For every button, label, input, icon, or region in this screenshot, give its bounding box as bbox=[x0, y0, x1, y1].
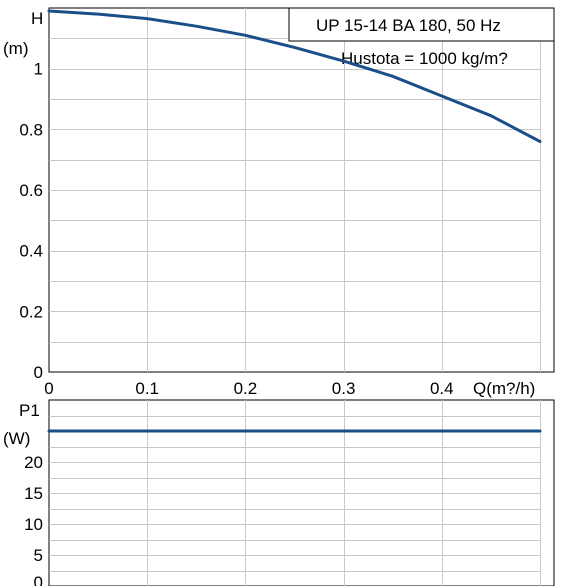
head-x-tick-label: 0.4 bbox=[430, 379, 454, 398]
head-axis-unit: (m) bbox=[3, 39, 28, 58]
power-y-tick-label: 20 bbox=[24, 453, 43, 472]
head-series bbox=[47, 9, 542, 143]
head-axis-name: H bbox=[31, 9, 43, 28]
power-y-tick-label: 10 bbox=[24, 515, 43, 534]
head-legend-frame bbox=[288, 7, 555, 42]
power-y-tick-label: 0 bbox=[34, 573, 43, 586]
power-y-tick-label: 15 bbox=[24, 484, 43, 503]
power-axis-name: P1 bbox=[19, 401, 40, 420]
head-y-tick-label: 0.6 bbox=[19, 181, 43, 200]
head-y-tick-label: 0.2 bbox=[19, 302, 43, 321]
head-x-tick-label: 0.1 bbox=[135, 379, 159, 398]
power-panel: 0 5 10 15 20 P1 (W) bbox=[3, 399, 555, 586]
head-y-tick-label: 0 bbox=[34, 363, 43, 382]
density-note: Hustota = 1000 kg/m? bbox=[341, 49, 508, 68]
flow-axis-label: Q(m?/h) bbox=[473, 379, 535, 398]
head-x-tick-label: 0.3 bbox=[332, 379, 356, 398]
power-axis-unit: (W) bbox=[3, 429, 30, 448]
head-y-tick-label: 0.4 bbox=[19, 242, 43, 261]
chart-title: UP 15-14 BA 180, 50 Hz bbox=[316, 16, 501, 35]
head-x-tick-label: 0.2 bbox=[234, 379, 258, 398]
head-panel: UP 15-14 BA 180, 50 Hz Hustota = 1000 kg… bbox=[3, 7, 555, 398]
head-y-tick-label: 1 bbox=[34, 60, 43, 79]
power-y-tick-label: 5 bbox=[34, 546, 43, 565]
head-y-tick-label: 0.8 bbox=[19, 120, 43, 139]
head-curve-line bbox=[47, 9, 542, 143]
head-tick-labels: 0 0.2 0.4 0.6 0.8 1 0 0.1 0.2 0.3 0.4 bbox=[19, 60, 453, 398]
head-x-tick-label: 0 bbox=[44, 379, 53, 398]
power-tick-labels: 0 5 10 15 20 bbox=[24, 453, 43, 586]
head-legend-box: UP 15-14 BA 180, 50 Hz Hustota = 1000 kg… bbox=[288, 7, 555, 68]
